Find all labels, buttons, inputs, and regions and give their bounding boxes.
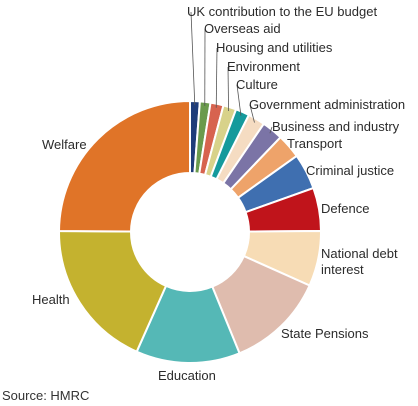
leader-line xyxy=(249,104,255,123)
label-criminal-justice: Criminal justice xyxy=(306,163,394,178)
slice-health xyxy=(58,229,168,353)
source-note: Source: HMRC xyxy=(2,388,89,403)
label-housing-utilities: Housing and utilities xyxy=(216,40,333,55)
leader-line xyxy=(236,84,242,116)
label-education: Education xyxy=(158,368,216,383)
chart-leader-lines xyxy=(190,11,273,134)
label-transport: Transport xyxy=(287,136,343,151)
label-uk-eu-budget: UK contribution to the EU budget xyxy=(187,4,377,19)
chart-slices xyxy=(57,99,323,364)
label-defence: Defence xyxy=(321,201,369,216)
label-national-debt-interest-line2: interest xyxy=(321,262,364,277)
leader-line xyxy=(190,11,196,106)
label-culture: Culture xyxy=(236,77,278,92)
label-government-administration: Government administration xyxy=(249,97,405,112)
label-national-debt-interest-line1: National debt xyxy=(321,246,398,261)
label-national-debt-interest: National debt interest xyxy=(321,246,401,277)
leader-line xyxy=(227,66,229,112)
label-state-pensions: State Pensions xyxy=(281,326,369,341)
label-overseas-aid: Overseas aid xyxy=(204,21,281,36)
label-environment: Environment xyxy=(227,59,300,74)
leader-line xyxy=(215,47,218,108)
label-business-industry: Business and industry xyxy=(272,119,400,134)
slice-welfare xyxy=(57,99,191,233)
leader-line xyxy=(269,126,273,134)
label-health: Health xyxy=(32,292,70,307)
label-welfare: Welfare xyxy=(42,137,87,152)
